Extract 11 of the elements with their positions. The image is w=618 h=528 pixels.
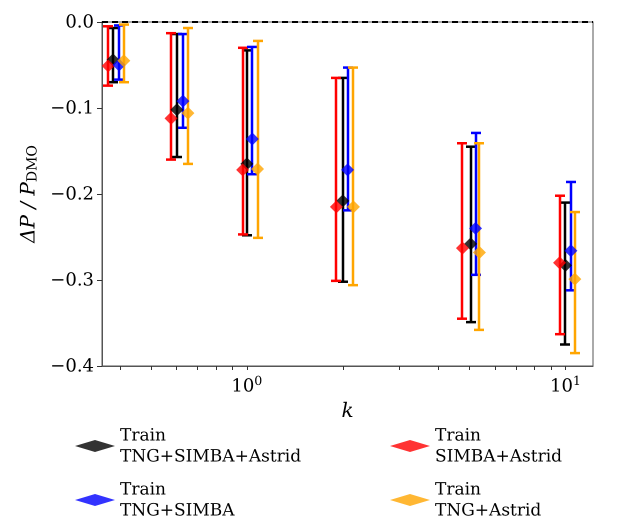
y-tick-label: −0.1 (50, 98, 94, 118)
y-tick-label: −0.2 (50, 184, 94, 204)
legend-label: Train TNG+SIMBA (120, 480, 236, 520)
y-tick-label: −0.3 (50, 270, 94, 290)
x-axis-title: k (341, 398, 354, 422)
legend-label: Train TNG+SIMBA+Astrid (120, 426, 302, 466)
legend-label: Train SIMBA+Astrid (435, 426, 562, 466)
legend-label: Train TNG+Astrid (435, 480, 542, 520)
y-axis-title: ΔP / PDMO (15, 145, 40, 244)
y-tick-label: −0.4 (50, 356, 94, 376)
y-tick-label: 0.0 (65, 12, 94, 32)
